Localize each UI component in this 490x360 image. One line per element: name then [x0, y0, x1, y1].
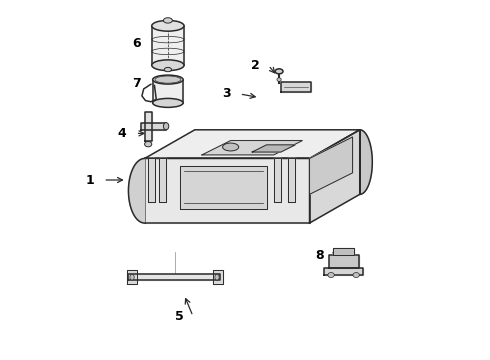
Ellipse shape	[152, 60, 184, 71]
Ellipse shape	[153, 98, 183, 107]
Ellipse shape	[275, 69, 283, 74]
Ellipse shape	[164, 123, 169, 130]
Polygon shape	[180, 166, 267, 209]
Polygon shape	[274, 158, 281, 202]
Polygon shape	[141, 123, 166, 130]
Polygon shape	[145, 112, 152, 140]
Ellipse shape	[222, 143, 239, 151]
Polygon shape	[128, 274, 220, 280]
Ellipse shape	[130, 274, 134, 280]
Ellipse shape	[155, 76, 181, 83]
Polygon shape	[145, 158, 310, 223]
Polygon shape	[310, 130, 360, 223]
Text: 4: 4	[118, 127, 126, 140]
Ellipse shape	[153, 75, 183, 84]
Ellipse shape	[277, 78, 281, 81]
Text: 1: 1	[86, 174, 95, 186]
Polygon shape	[281, 82, 311, 92]
Text: 6: 6	[132, 37, 141, 50]
Polygon shape	[360, 130, 372, 194]
Polygon shape	[145, 130, 360, 158]
Text: 3: 3	[222, 87, 231, 100]
Ellipse shape	[353, 273, 359, 278]
Text: 8: 8	[315, 249, 324, 262]
Ellipse shape	[328, 273, 334, 278]
Polygon shape	[128, 158, 145, 223]
Ellipse shape	[164, 67, 171, 72]
Text: 2: 2	[250, 59, 259, 72]
Polygon shape	[329, 255, 359, 268]
Polygon shape	[152, 26, 184, 65]
Text: 7: 7	[132, 77, 141, 90]
Polygon shape	[202, 140, 302, 155]
Ellipse shape	[152, 21, 184, 31]
Polygon shape	[288, 158, 295, 202]
Polygon shape	[324, 268, 364, 275]
Ellipse shape	[164, 18, 172, 23]
Text: 5: 5	[175, 310, 184, 323]
Ellipse shape	[215, 274, 219, 280]
Polygon shape	[126, 270, 137, 284]
Polygon shape	[333, 248, 354, 255]
Polygon shape	[252, 145, 295, 152]
Polygon shape	[153, 80, 183, 103]
Polygon shape	[159, 158, 166, 202]
Ellipse shape	[145, 141, 152, 147]
Polygon shape	[148, 158, 155, 202]
Polygon shape	[213, 270, 223, 284]
Polygon shape	[310, 137, 353, 194]
